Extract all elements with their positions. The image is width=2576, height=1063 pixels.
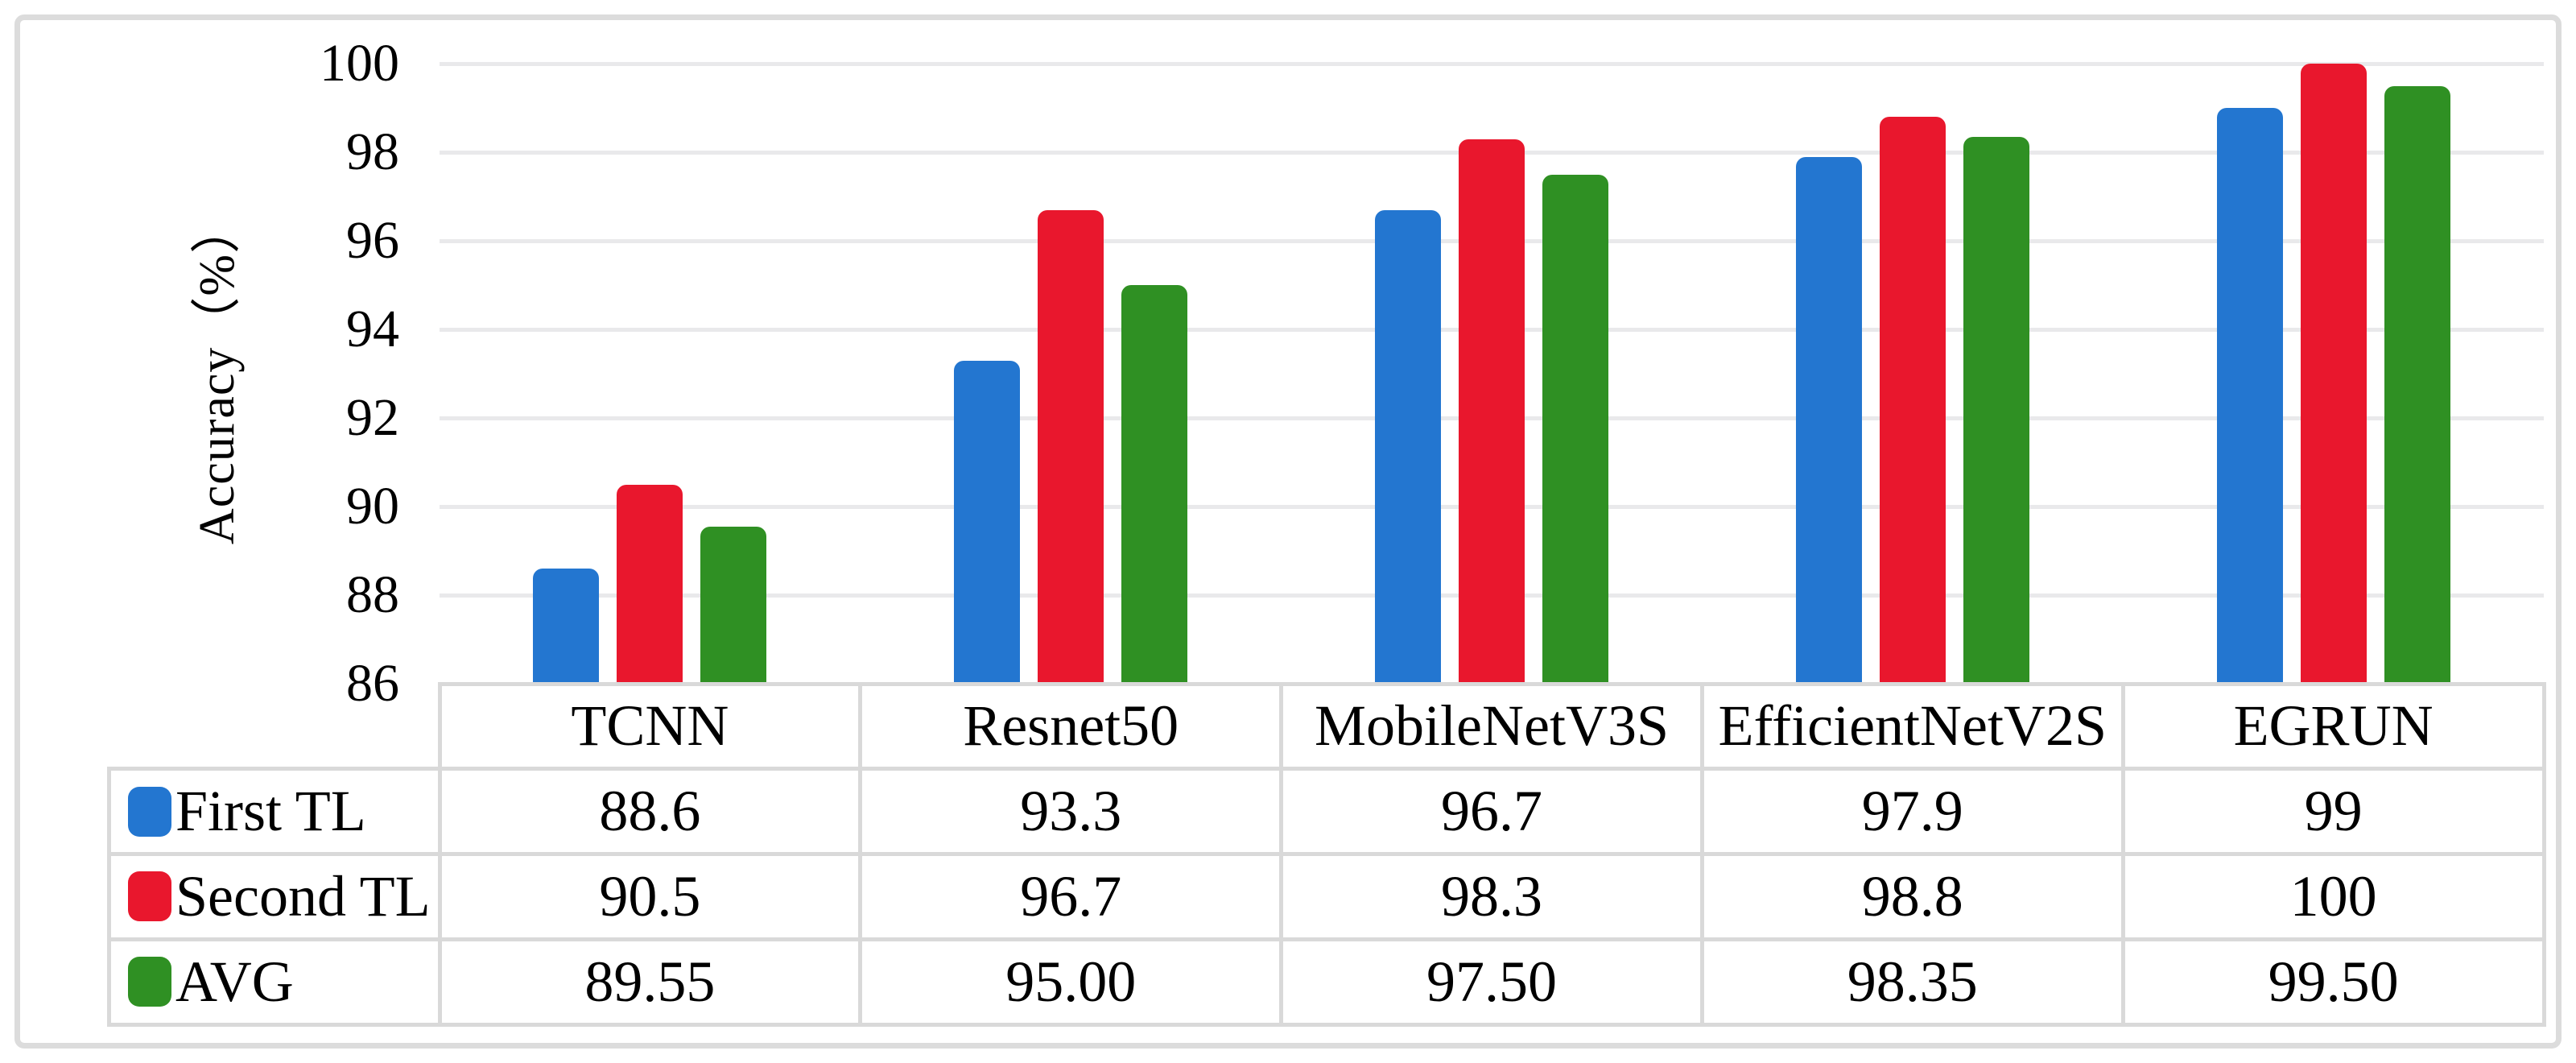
table-border-line	[2120, 681, 2125, 1027]
table-border-line	[106, 767, 111, 1027]
table-border-line	[106, 852, 2546, 856]
y-tick-label: 96	[346, 211, 399, 270]
legend-key-swatch	[128, 871, 171, 922]
y-tick-label: 94	[346, 300, 399, 358]
legend-label: First TL	[175, 779, 366, 844]
bar-second-tl-mobilenetv3s	[1459, 139, 1525, 684]
column-header-mobilenetv3s: MobileNetV3S	[1315, 693, 1669, 759]
table-border-line	[2541, 681, 2546, 1027]
legend-key-swatch	[128, 957, 171, 1007]
table-cell: 96.7	[1440, 779, 1542, 844]
bar-first-tl-efficientnetv2s	[1795, 156, 1862, 684]
legend-label: AVG	[175, 949, 294, 1014]
bar-second-tl-egrun	[2300, 64, 2367, 684]
table-border-line	[106, 767, 2546, 771]
table-cell: 98.3	[1440, 863, 1542, 929]
bar-first-tl-resnet50	[954, 360, 1021, 684]
legend-row-second-tl: Second TL	[109, 854, 440, 940]
table-border-line	[1699, 681, 1704, 1027]
bar-second-tl-resnet50	[1038, 209, 1104, 684]
table-cell: 98.35	[1847, 949, 1978, 1014]
y-tick-label: 92	[346, 388, 399, 447]
table-cell: 89.55	[584, 949, 716, 1014]
bar-second-tl-efficientnetv2s	[1879, 117, 1946, 684]
table-cell: 96.7	[1020, 863, 1122, 929]
table-cell: 88.6	[599, 779, 701, 844]
table-cell: 98.8	[1861, 863, 1963, 929]
bar-avg-mobilenetv3s	[1542, 174, 1608, 684]
y-tick-label: 86	[346, 654, 399, 713]
y-tick-label: 98	[346, 122, 399, 181]
legend-row-first-tl: First TL	[109, 769, 440, 854]
legend-row-avg: AVG	[109, 939, 440, 1024]
y-tick-label: 90	[346, 477, 399, 536]
table-cell: 100	[2289, 863, 2377, 929]
column-header-resnet50: Resnet50	[963, 693, 1179, 759]
column-header-egrun: EGRUN	[2233, 693, 2434, 759]
y-tick-label: 100	[320, 34, 399, 93]
legend-label: Second TL	[175, 863, 431, 929]
bar-second-tl-tcnn	[617, 484, 683, 684]
legend-key-swatch	[128, 786, 171, 837]
bar-first-tl-tcnn	[533, 569, 600, 684]
y-gridline	[440, 61, 2544, 66]
table-cell: 95.00	[1005, 949, 1137, 1014]
table-border-line	[858, 681, 863, 1027]
table-cell: 99.50	[2268, 949, 2399, 1014]
table-border-line	[106, 937, 2546, 941]
table-border-line	[437, 681, 442, 1027]
table-cell: 97.50	[1426, 949, 1557, 1014]
bar-avg-resnet50	[1121, 285, 1188, 684]
bar-avg-efficientnetv2s	[1963, 136, 2029, 684]
bar-avg-egrun	[2384, 85, 2450, 684]
table-cell: 97.9	[1861, 779, 1963, 844]
column-header-efficientnetv2s: EfficientNetV2S	[1718, 693, 2107, 759]
y-tick-label: 88	[346, 565, 399, 624]
bar-first-tl-egrun	[2216, 108, 2283, 684]
table-border-line	[437, 681, 2546, 686]
table-cell: 90.5	[599, 863, 701, 929]
table-border-line	[106, 1022, 2546, 1027]
bar-avg-tcnn	[700, 526, 767, 684]
table-cell: 93.3	[1020, 779, 1122, 844]
column-header-tcnn: TCNN	[571, 693, 729, 759]
table-border-line	[1279, 681, 1284, 1027]
table-cell: 99	[2304, 779, 2363, 844]
bar-first-tl-mobilenetv3s	[1375, 209, 1441, 684]
